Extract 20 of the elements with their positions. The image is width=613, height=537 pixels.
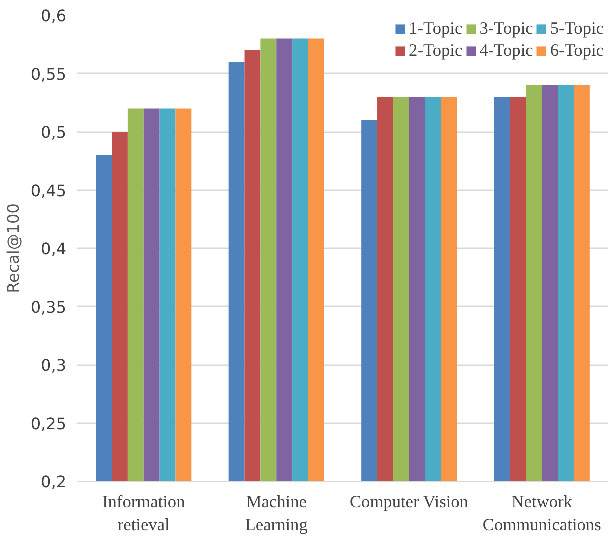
y-tick-label: 0,5 <box>41 123 67 142</box>
x-tick-label: Machine Learning <box>245 492 308 534</box>
legend-label: 1-Topic <box>409 19 463 39</box>
legend-label: 3-Topic <box>480 19 534 39</box>
y-tick-label: 0,3 <box>41 356 67 375</box>
y-tick-label: 0,35 <box>30 298 66 317</box>
legend-label: 5-Topic <box>550 19 604 39</box>
x-tick-label: Information retieval <box>102 492 186 534</box>
legend-label: 6-Topic <box>550 41 604 61</box>
y-tick-label: 0,55 <box>30 64 66 84</box>
y-tick-label: 0,6 <box>41 6 67 26</box>
legend-label: 2-Topic <box>409 41 463 61</box>
y-tick-label: 0,2 <box>41 472 67 492</box>
y-tick-label: 0,45 <box>30 181 66 200</box>
y-tick-label: 0,25 <box>30 414 66 434</box>
legend-label: 4-Topic <box>480 41 534 61</box>
y-tick-label: 0,4 <box>41 240 67 258</box>
x-tick-label: Network Communications <box>482 492 602 534</box>
x-tick-label: Computer Vision <box>350 492 469 512</box>
y-axis-title: Recal@100 <box>4 204 23 294</box>
